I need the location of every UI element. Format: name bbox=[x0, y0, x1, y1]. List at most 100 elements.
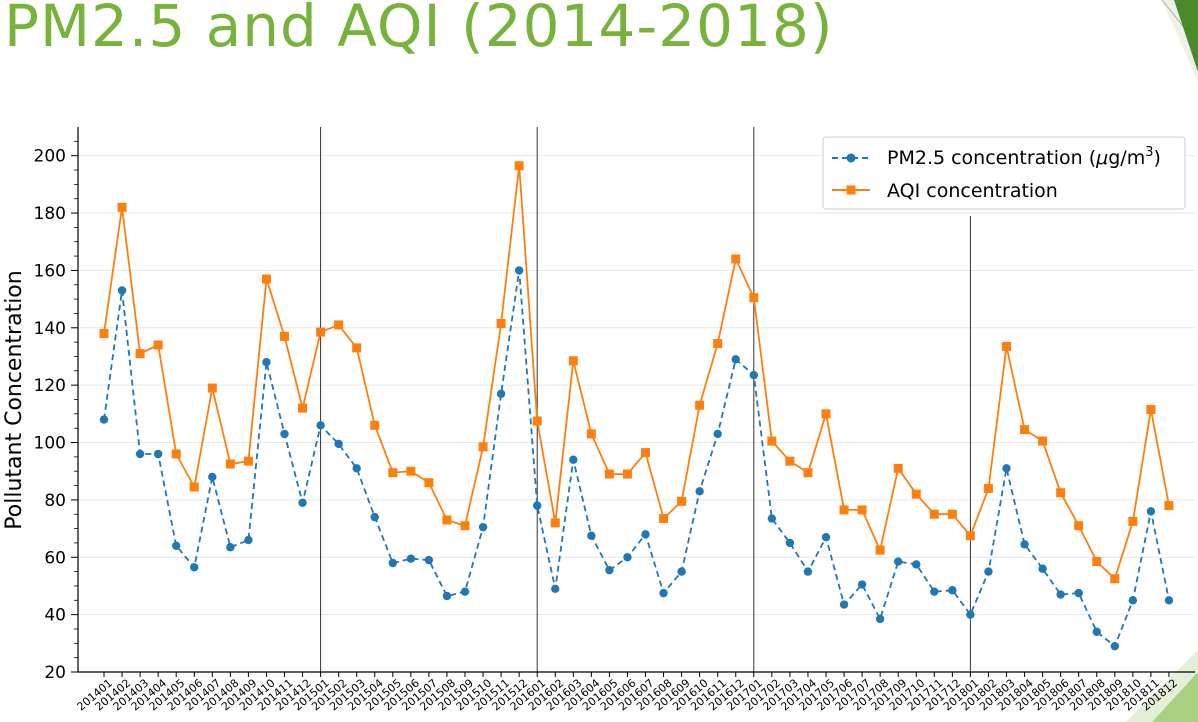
pm25-point bbox=[406, 554, 416, 563]
aqi-point bbox=[731, 254, 741, 264]
aqi-point bbox=[207, 383, 217, 393]
pm25-point bbox=[514, 266, 524, 275]
axes bbox=[71, 127, 1195, 677]
aqi-point bbox=[677, 496, 687, 506]
pm25-point bbox=[460, 587, 470, 596]
aqi-point bbox=[388, 468, 398, 478]
pm25-point bbox=[857, 580, 867, 589]
aqi-point bbox=[1146, 405, 1156, 415]
pm25-point bbox=[388, 558, 397, 568]
pm25-point bbox=[298, 498, 307, 507]
y-tick-label: 140 bbox=[34, 319, 66, 339]
pm25-point bbox=[478, 522, 488, 532]
pm25-point bbox=[1128, 596, 1138, 605]
pm25-point bbox=[496, 389, 506, 398]
pm25-point bbox=[424, 555, 434, 565]
pm25-point bbox=[731, 355, 740, 364]
pm25-point bbox=[334, 439, 343, 449]
pm25-point bbox=[695, 487, 704, 496]
y-tick-label: 160 bbox=[34, 261, 66, 281]
y-tick-label: 40 bbox=[44, 606, 66, 626]
aqi-point bbox=[821, 409, 831, 419]
pm25-line bbox=[103, 270, 1170, 648]
legend-aqi-label: AQI concentration bbox=[887, 180, 1058, 202]
aqi-point bbox=[1092, 557, 1102, 567]
pm25-point bbox=[1002, 464, 1011, 473]
pm25-point bbox=[316, 421, 325, 430]
aqi-point bbox=[839, 505, 849, 515]
y-tick-label: 20 bbox=[44, 663, 66, 683]
aqi-point bbox=[713, 339, 723, 349]
aqi-point bbox=[135, 349, 145, 359]
aqi-point bbox=[695, 400, 705, 410]
aqi-point bbox=[298, 403, 308, 413]
aqi-point bbox=[911, 489, 921, 499]
year-separators bbox=[320, 127, 971, 672]
aqi-point bbox=[1074, 521, 1084, 531]
legend: PM2.5 concentration (μg/m3) AQI concentr… bbox=[822, 136, 1186, 210]
pm25-point bbox=[659, 588, 668, 598]
legend-pm25-label: PM2.5 concentration (μg/m3) bbox=[887, 145, 1161, 169]
pm25-point bbox=[244, 535, 253, 545]
aqi-point bbox=[893, 463, 903, 473]
pm25-point bbox=[984, 567, 993, 576]
pm25-point bbox=[767, 514, 777, 523]
aqi-point bbox=[1128, 516, 1138, 526]
pm25-point bbox=[930, 587, 939, 596]
y-tick-label: 100 bbox=[34, 434, 66, 454]
data-series bbox=[99, 161, 1174, 651]
pm25-point bbox=[370, 512, 379, 522]
aqi-point bbox=[749, 293, 759, 303]
pm25-point bbox=[208, 472, 217, 482]
pm25-point bbox=[803, 567, 813, 576]
aqi-point bbox=[641, 448, 650, 458]
legend-aqi-marker bbox=[846, 185, 856, 195]
aqi-point bbox=[875, 545, 885, 555]
aqi-point bbox=[442, 515, 452, 525]
aqi-point bbox=[857, 505, 867, 515]
pm25-point bbox=[894, 557, 903, 566]
aqi-point bbox=[586, 429, 596, 439]
aqi-point bbox=[1110, 574, 1120, 584]
corner-decoration-bottom bbox=[1126, 650, 1198, 722]
pm25-point bbox=[1038, 564, 1047, 573]
legend-box bbox=[822, 136, 1186, 210]
pm25-point bbox=[966, 610, 975, 619]
aqi-point bbox=[334, 320, 344, 330]
y-tick-label: 120 bbox=[34, 376, 66, 396]
aqi-point bbox=[496, 318, 506, 328]
aqi-point bbox=[659, 514, 669, 524]
pm25-point bbox=[262, 358, 271, 367]
aqi-point bbox=[478, 442, 488, 452]
pm25-point bbox=[587, 531, 596, 540]
pm25-point bbox=[1092, 627, 1101, 637]
aqi-point bbox=[1002, 341, 1011, 351]
aqi-point bbox=[280, 331, 289, 341]
pm25-point bbox=[135, 449, 145, 459]
aqi-point bbox=[370, 420, 380, 430]
pm25-point bbox=[1110, 641, 1120, 651]
aqi-point bbox=[965, 531, 975, 541]
pm25-point bbox=[785, 538, 795, 548]
aqi-point bbox=[947, 509, 957, 519]
pm25-point bbox=[1146, 507, 1156, 516]
y-axis-label: Pollutant Concentration bbox=[2, 270, 27, 529]
pm25-point bbox=[713, 429, 722, 439]
aqi-point bbox=[785, 456, 795, 466]
aqi-point bbox=[316, 327, 326, 337]
pm25-point bbox=[912, 560, 921, 569]
aqi-point bbox=[243, 456, 253, 466]
pm25-point bbox=[821, 532, 831, 542]
pm25-point bbox=[551, 584, 560, 594]
grid-lines bbox=[78, 155, 1195, 673]
aqi-point bbox=[532, 416, 542, 426]
aqi-point bbox=[514, 161, 524, 171]
pm25-point bbox=[1056, 590, 1065, 599]
pm25-point bbox=[153, 449, 163, 459]
pm25-point bbox=[117, 286, 127, 295]
aqi-point bbox=[424, 478, 434, 488]
aqi-point bbox=[153, 340, 163, 350]
aqi-point bbox=[622, 469, 632, 479]
pm25-point bbox=[226, 543, 235, 552]
